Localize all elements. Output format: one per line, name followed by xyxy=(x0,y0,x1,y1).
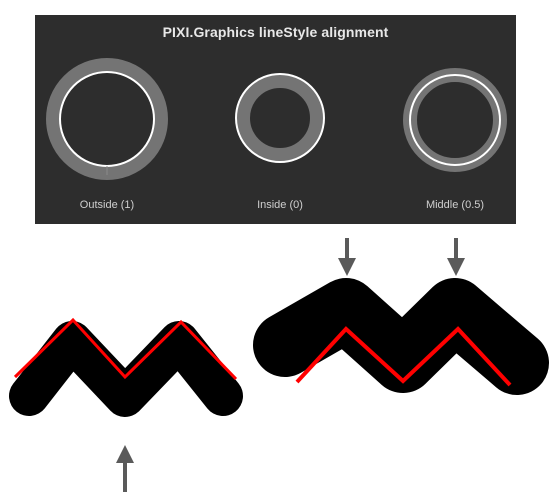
up-arrow-icon xyxy=(116,445,134,492)
ring-examples xyxy=(46,58,507,180)
ring-inside-outline xyxy=(235,73,325,163)
zigzag-right-stroke xyxy=(253,278,549,395)
zigzag-left xyxy=(9,317,243,417)
caption-middle: Middle (0.5) xyxy=(425,199,485,211)
zigzag-left-path xyxy=(13,317,238,381)
panel-title: PIXI.Graphics lineStyle alignment xyxy=(162,24,389,40)
zigzag-right xyxy=(253,278,549,395)
caption-inside: Inside (0) xyxy=(257,199,303,211)
ring-inside xyxy=(235,73,325,163)
caption-outside: Outside (1) xyxy=(79,199,135,211)
down-arrow-icon xyxy=(338,238,356,276)
ring-inside-stroke xyxy=(236,74,324,162)
zigzag-right-path xyxy=(295,326,512,387)
ring-outside xyxy=(46,58,168,180)
zigzag-left-stroke xyxy=(9,321,243,417)
ring-middle-outline xyxy=(409,74,501,166)
ring-middle xyxy=(403,68,507,172)
down-arrow-icon xyxy=(447,238,465,276)
alignment-demo-panel: PIXI.Graphics lineStyle alignment Outsid… xyxy=(35,15,516,224)
